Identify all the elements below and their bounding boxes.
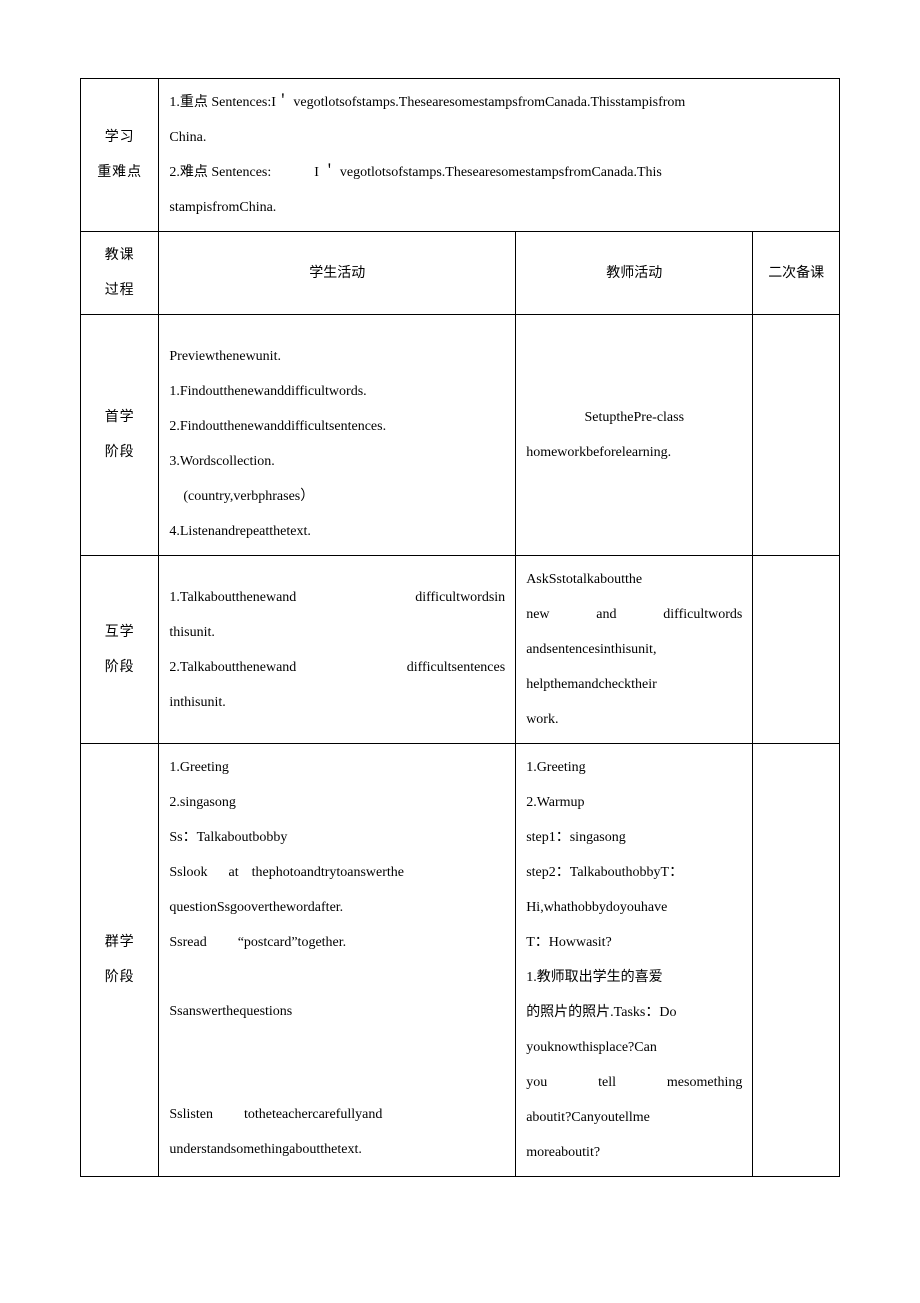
stage1-bk xyxy=(753,315,840,556)
s3-s-l5: questionSsgooverthewordafter. xyxy=(169,890,505,925)
learn-points-content: 1.重点 Sentences:I＇ vegotlotsofstamps.Thes… xyxy=(159,79,840,232)
s1-s-l2: 1.Findoutthenewanddifficultwords. xyxy=(169,374,505,409)
s2-t-l4: helpthemandchecktheir xyxy=(526,667,742,702)
s1-s-l1: Previewthenewunit. xyxy=(169,339,505,374)
s3-s-l3: Ss：Talkaboutbobby xyxy=(169,820,505,855)
stage1-student: Previewthenewunit. 1.Findoutthenewanddif… xyxy=(159,315,516,556)
s3-s-l6: Ssread “postcard”together. xyxy=(169,925,505,960)
s1-t-l1: SetupthePre-class xyxy=(526,400,742,435)
s3-s-l9: understandsomethingaboutthetext. xyxy=(169,1132,505,1167)
header-student: 学生活动 xyxy=(159,232,516,315)
header-teacher: 教师活动 xyxy=(516,232,753,315)
row-stage2: 互学阶段 1.Talkaboutthenewand difficultwords… xyxy=(81,556,840,744)
label-learn-points-l1: 学习重难点 xyxy=(91,120,148,190)
s3-t-l1: 1.Greeting xyxy=(526,750,742,785)
lesson-plan-table: 学习重难点 1.重点 Sentences:I＇ vegotlotsofstamp… xyxy=(80,78,840,1177)
s3-t-l2: 2.Warmup xyxy=(526,785,742,820)
s2-t-l3: andsentencesinthisunit, xyxy=(526,632,742,667)
stage3-teacher: 1.Greeting 2.Warmup step1：singasong step… xyxy=(516,744,753,1177)
lp-line3a: 2.难点 Sentences: xyxy=(169,165,271,180)
s3-s-l2: 2.singasong xyxy=(169,785,505,820)
s3-s-l8: Sslisten totheteachercarefullyand xyxy=(169,1097,505,1132)
s3-t-l3: step1：singasong xyxy=(526,820,742,855)
s2-t-l2: new and difficultwords xyxy=(526,597,742,632)
row-stage1: 首学阶段 Previewthenewunit. 1.Findoutthenewa… xyxy=(81,315,840,556)
stage1-teacher: SetupthePre-class homeworkbeforelearning… xyxy=(516,315,753,556)
s3-t-l11: aboutit?Canyoutellme xyxy=(526,1100,742,1135)
row-learn-points: 学习重难点 1.重点 Sentences:I＇ vegotlotsofstamp… xyxy=(81,79,840,232)
label-stage1: 首学阶段 xyxy=(81,315,159,556)
s3-t-l10: you tell mesomething xyxy=(526,1065,742,1100)
stage2-student: 1.Talkaboutthenewand difficultwordsin th… xyxy=(159,556,516,744)
s3-s-l4: Sslook at thephotoandtrytoanswerthe xyxy=(169,855,505,890)
s2-s-l2: thisunit. xyxy=(169,615,505,650)
s2-t-l5: work. xyxy=(526,702,742,737)
s2-s-l3: 2.Talkaboutthenewand difficultsentences xyxy=(169,650,505,685)
lp-line3b: I ＇ vegotlotsofstamps.Thesearesomestamps… xyxy=(314,165,662,180)
s3-t-l5: Hi,whathobbydoyouhave xyxy=(526,890,742,925)
lp-line3: 2.难点 Sentences: I ＇ vegotlotsofstamps.Th… xyxy=(169,155,829,190)
s3-t-l6: T：Howwasit? xyxy=(526,925,742,960)
s1-s-l4: 3.Wordscollection. xyxy=(169,444,505,479)
label-stage2: 互学阶段 xyxy=(81,556,159,744)
lp-line2: China. xyxy=(169,120,829,155)
s3-t-l12: moreaboutit? xyxy=(526,1135,742,1170)
lp-line4: stampisfromChina. xyxy=(169,190,829,225)
s2-s-l4: inthisunit. xyxy=(169,685,505,720)
s1-t-l2: homeworkbeforelearning. xyxy=(526,435,742,470)
s1-s-l6: 4.Listenandrepeatthetext. xyxy=(169,514,505,549)
s3-t-l4: step2：TalkabouthobbyT： xyxy=(526,855,742,890)
label-teach-process: 教课过程 xyxy=(81,232,159,315)
s3-s-l7: Ssanswerthequestions xyxy=(169,994,505,1029)
row-stage3: 群学阶段 1.Greeting 2.singasong Ss：Talkabout… xyxy=(81,744,840,1177)
stage3-bk xyxy=(753,744,840,1177)
s3-t-l7: 1.教师取出学生的喜爱 xyxy=(526,960,742,995)
row-headers: 教课过程 学生活动 教师活动 二次备课 xyxy=(81,232,840,315)
label-stage3: 群学阶段 xyxy=(81,744,159,1177)
stage2-teacher: AskSstotalkaboutthe new and difficultwor… xyxy=(516,556,753,744)
s2-t-l1: AskSstotalkaboutthe xyxy=(526,562,742,597)
s3-t-l9: youknowthisplace?Can xyxy=(526,1030,742,1065)
lp-line1: 1.重点 Sentences:I＇ vegotlotsofstamps.Thes… xyxy=(169,85,829,120)
s3-t-l8: 的照片的照片.Tasks：Do xyxy=(526,995,742,1030)
stage3-student: 1.Greeting 2.singasong Ss：Talkaboutbobby… xyxy=(159,744,516,1177)
header-bk: 二次备课 xyxy=(753,232,840,315)
s2-s-l1: 1.Talkaboutthenewand difficultwordsin xyxy=(169,580,505,615)
label-learn-points: 学习重难点 xyxy=(81,79,159,232)
s3-s-l1: 1.Greeting xyxy=(169,750,505,785)
stage2-bk xyxy=(753,556,840,744)
s1-s-l3: 2.Findoutthenewanddifficultsentences. xyxy=(169,409,505,444)
s1-s-l5: (country,verbphrases） xyxy=(169,479,505,514)
